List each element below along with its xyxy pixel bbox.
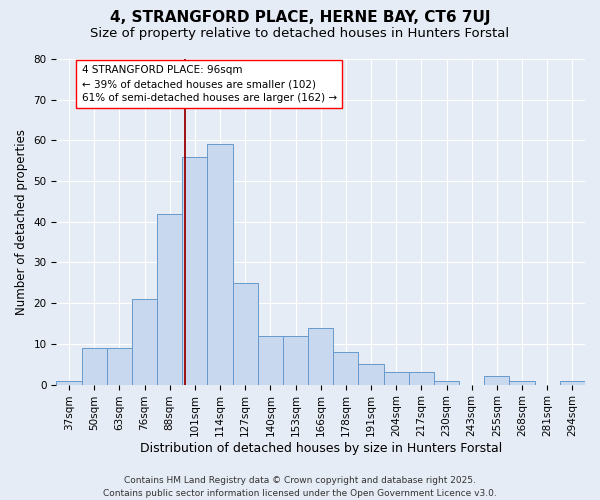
Text: 4, STRANGFORD PLACE, HERNE BAY, CT6 7UJ: 4, STRANGFORD PLACE, HERNE BAY, CT6 7UJ (110, 10, 490, 25)
Bar (82, 348, 107, 385)
Bar (409, 372, 434, 384)
Bar (132, 299, 157, 384)
X-axis label: Distribution of detached houses by size in Hunters Forstal: Distribution of detached houses by size … (140, 442, 502, 455)
Y-axis label: Number of detached properties: Number of detached properties (15, 129, 28, 315)
Text: Contains HM Land Registry data © Crown copyright and database right 2025.
Contai: Contains HM Land Registry data © Crown c… (103, 476, 497, 498)
Text: Size of property relative to detached houses in Hunters Forstal: Size of property relative to detached ho… (91, 28, 509, 40)
Bar (258, 336, 283, 384)
Bar (383, 372, 409, 384)
Bar (484, 376, 509, 384)
Bar (56, 380, 82, 384)
Bar (157, 214, 182, 384)
Bar (182, 156, 208, 384)
Bar (233, 283, 258, 384)
Bar (509, 380, 535, 384)
Bar (434, 380, 459, 384)
Bar (308, 328, 333, 384)
Bar (107, 348, 132, 385)
Bar (283, 336, 308, 384)
Bar (358, 364, 383, 384)
Text: 4 STRANGFORD PLACE: 96sqm
← 39% of detached houses are smaller (102)
61% of semi: 4 STRANGFORD PLACE: 96sqm ← 39% of detac… (82, 65, 337, 103)
Bar (333, 352, 358, 384)
Bar (208, 144, 233, 384)
Bar (560, 380, 585, 384)
